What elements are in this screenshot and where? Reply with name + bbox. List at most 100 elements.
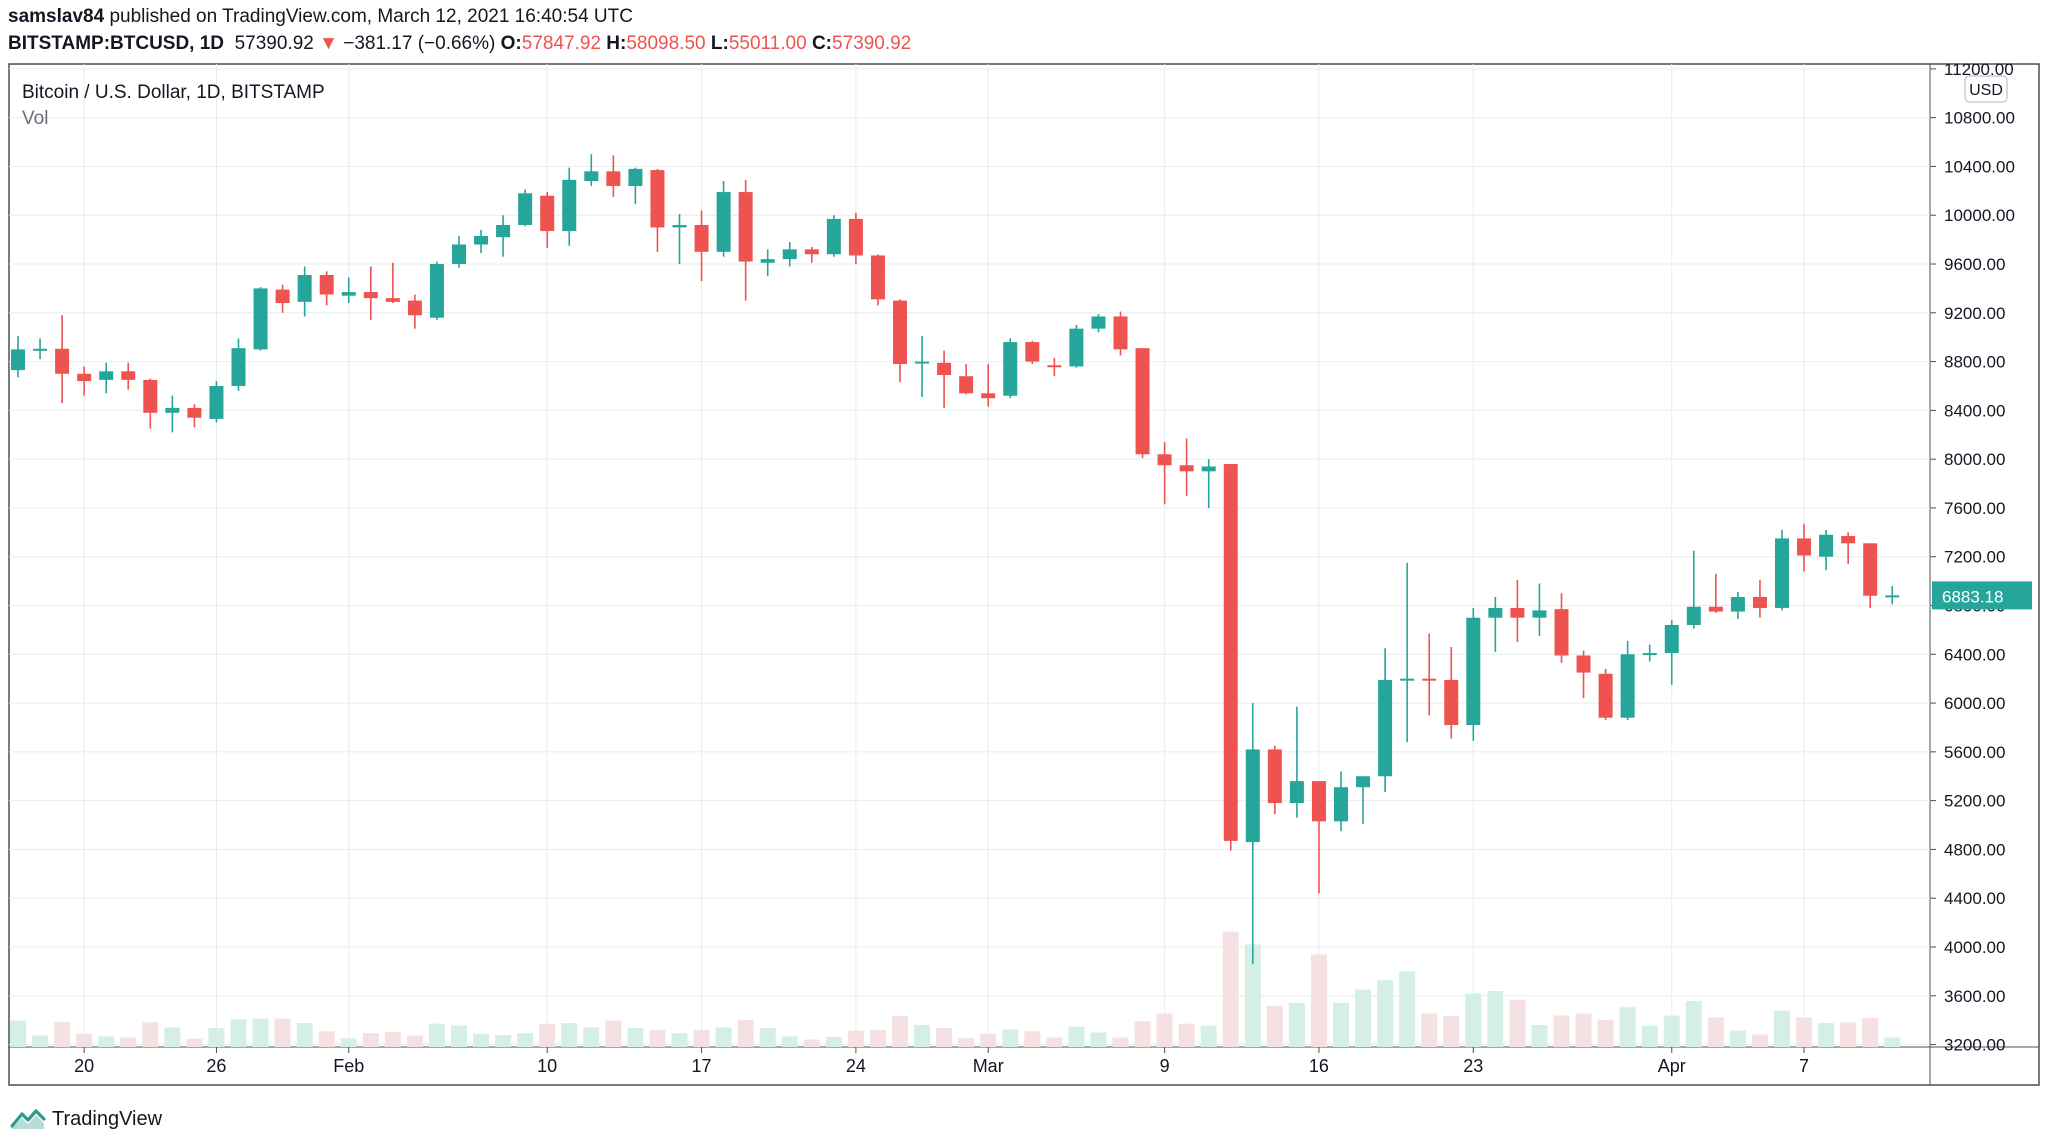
candle-body[interactable] <box>1819 534 1834 557</box>
candle-body[interactable] <box>11 349 25 371</box>
candle-body[interactable] <box>606 171 621 186</box>
candle-body[interactable] <box>870 255 885 300</box>
candle-body[interactable] <box>1797 538 1812 556</box>
candle-body[interactable] <box>1664 625 1679 654</box>
candle-body[interactable] <box>1686 606 1701 626</box>
volume-bar <box>1487 990 1504 1047</box>
candle-body[interactable] <box>1775 538 1789 608</box>
candle-body[interactable] <box>1047 365 1062 368</box>
candle-body[interactable] <box>650 170 665 228</box>
candle-body[interactable] <box>341 292 356 296</box>
candle-body[interactable] <box>540 195 555 232</box>
candle-body[interactable] <box>1488 607 1503 618</box>
candle-body[interactable] <box>231 348 246 386</box>
time-tick-label: 10 <box>537 1056 557 1076</box>
candle-body[interactable] <box>562 179 577 232</box>
candle-body[interactable] <box>1444 679 1459 726</box>
candle-body[interactable] <box>363 292 378 299</box>
candle-body[interactable] <box>385 298 400 302</box>
candle-body[interactable] <box>1510 607 1525 618</box>
candle-body[interactable] <box>1708 606 1723 612</box>
candle-body[interactable] <box>584 171 599 182</box>
volume-bar <box>164 1027 181 1047</box>
currency-badge[interactable]: USD <box>1964 75 2008 103</box>
price-tick-label: 8400.00 <box>1944 401 2005 420</box>
candle-body[interactable] <box>1223 464 1238 841</box>
candle-body[interactable] <box>165 407 180 413</box>
candle-body[interactable] <box>1642 653 1657 656</box>
candle-body[interactable] <box>452 244 466 265</box>
candle-body[interactable] <box>319 274 334 295</box>
candle-body[interactable] <box>518 193 533 225</box>
candle-body[interactable] <box>1620 654 1635 718</box>
candle-body[interactable] <box>121 371 136 380</box>
candle-body[interactable] <box>1245 749 1260 843</box>
candle-body[interactable] <box>1400 678 1415 681</box>
candle-body[interactable] <box>99 371 114 380</box>
volume-bar <box>1421 1013 1438 1047</box>
candle-body[interactable] <box>1356 776 1371 788</box>
price-axis[interactable]: 3200.00 3600.00 4000.00 4400.00 4800.00 5200.… <box>1930 60 2015 1055</box>
candle-body[interactable] <box>1179 465 1194 472</box>
candle-body[interactable] <box>1113 316 1128 350</box>
candle-body[interactable] <box>1422 678 1437 681</box>
candle-body[interactable] <box>893 300 907 365</box>
candle-body[interactable] <box>959 376 974 394</box>
candle-body[interactable] <box>738 192 753 262</box>
candle-body[interactable] <box>143 379 158 413</box>
candle-body[interactable] <box>1025 342 1040 362</box>
candle-body[interactable] <box>209 385 224 419</box>
candles[interactable] <box>11 154 1900 965</box>
candle-body[interactable] <box>1135 348 1150 455</box>
candle-body[interactable] <box>1554 609 1569 656</box>
candle-body[interactable] <box>1069 328 1084 367</box>
candle-body[interactable] <box>1157 454 1172 466</box>
candle-body[interactable] <box>628 168 643 186</box>
candle-body[interactable] <box>496 224 511 238</box>
candle-body[interactable] <box>429 264 444 318</box>
candle-body[interactable] <box>804 249 819 255</box>
candle-body[interactable] <box>1267 749 1282 804</box>
candle-body[interactable] <box>937 362 952 375</box>
candle-body[interactable] <box>1841 535 1856 544</box>
candle-body[interactable] <box>716 192 731 252</box>
volume-bar <box>1156 1013 1173 1047</box>
candle-body[interactable] <box>275 289 290 304</box>
candle-body[interactable] <box>1091 316 1106 329</box>
candle-body[interactable] <box>1532 610 1547 618</box>
candle-body[interactable] <box>55 348 70 374</box>
candle-body[interactable] <box>1378 679 1393 777</box>
candle-body[interactable] <box>474 235 489 245</box>
candle-body[interactable] <box>1885 595 1900 598</box>
candle-body[interactable] <box>1863 543 1878 596</box>
candle-body[interactable] <box>694 224 709 252</box>
candle-body[interactable] <box>1466 617 1481 726</box>
candle-body[interactable] <box>33 348 48 351</box>
candle-body[interactable] <box>981 393 996 399</box>
candle-body[interactable] <box>1334 787 1348 822</box>
candle-body[interactable] <box>760 259 775 263</box>
volume-bar <box>1597 1019 1614 1047</box>
candle-body[interactable] <box>1003 342 1018 396</box>
candle-body[interactable] <box>1598 673 1613 718</box>
tradingview-footer[interactable]: TradingView <box>10 1105 162 1133</box>
candle-body[interactable] <box>1311 781 1326 822</box>
candle-body[interactable] <box>187 407 202 418</box>
candle-body[interactable] <box>915 361 930 364</box>
candle-body[interactable] <box>672 224 687 228</box>
candle-body[interactable] <box>253 288 268 350</box>
candle-body[interactable] <box>1576 655 1591 673</box>
price-chart[interactable]: 3200.00 3600.00 4000.00 4400.00 4800.00 5200.… <box>0 0 2048 1100</box>
time-axis[interactable]: 20 26 Feb 10 17 24 Mar 9 16 23 Apr 7 <box>74 1047 1809 1076</box>
candle-body[interactable] <box>848 218 863 256</box>
candle-body[interactable] <box>1289 781 1304 804</box>
volume-bar <box>693 1029 710 1047</box>
candle-body[interactable] <box>826 218 841 255</box>
candle-body[interactable] <box>297 274 312 302</box>
candle-body[interactable] <box>782 249 797 260</box>
candle-body[interactable] <box>1201 466 1216 472</box>
candle-body[interactable] <box>77 373 92 382</box>
candle-body[interactable] <box>407 300 422 316</box>
candle-body[interactable] <box>1730 596 1745 612</box>
candle-body[interactable] <box>1752 596 1767 608</box>
